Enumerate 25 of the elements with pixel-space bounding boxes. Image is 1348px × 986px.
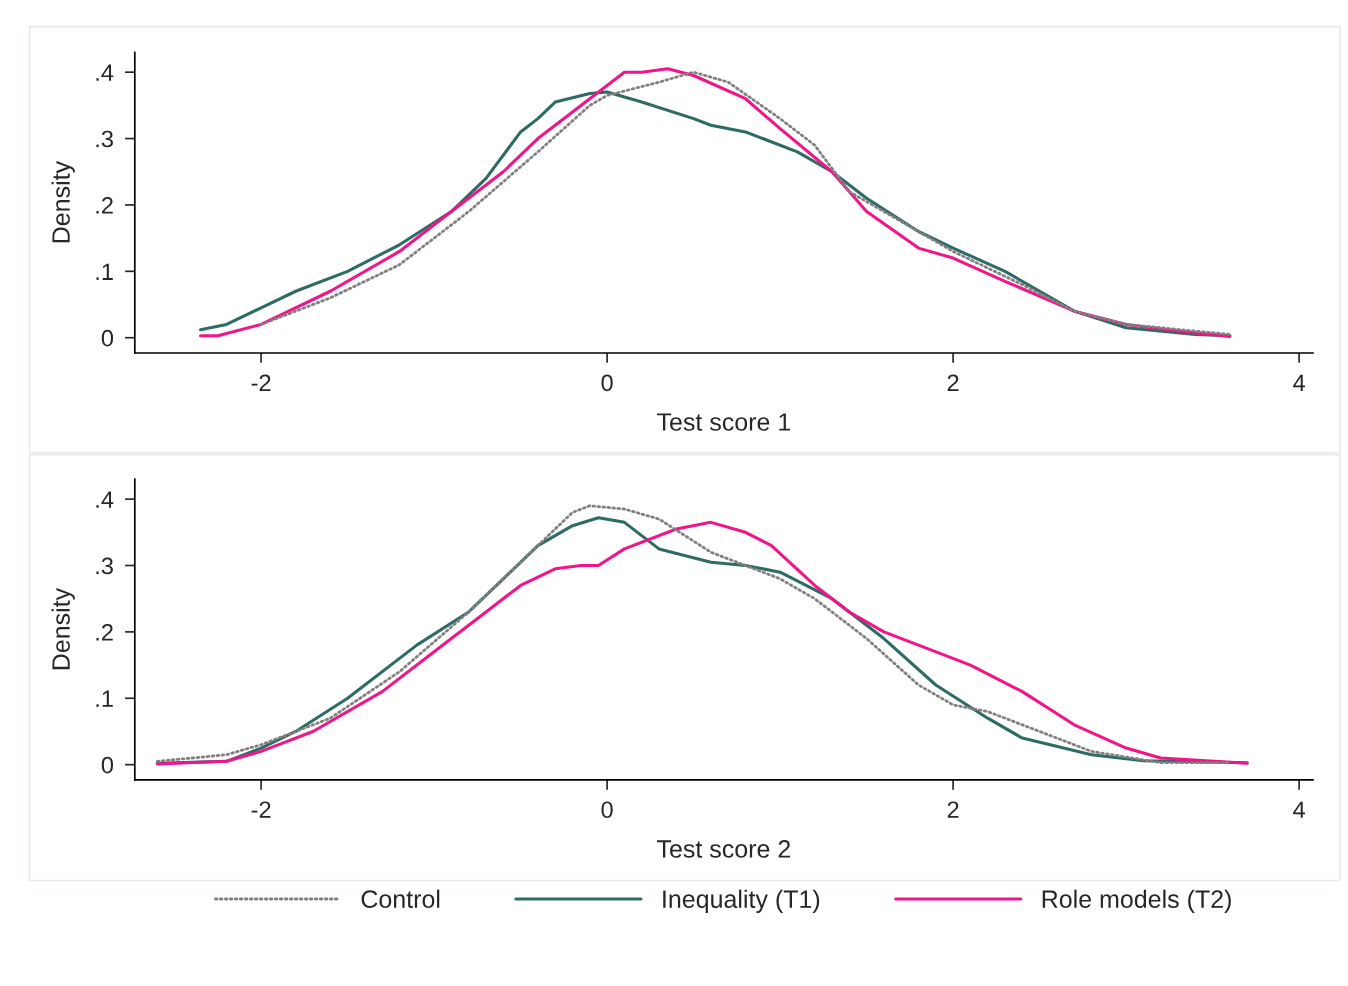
y-axis-title: Density [51, 160, 75, 243]
x-tick-label: 2 [947, 374, 959, 391]
y-tick-label: 0 [101, 756, 114, 774]
x-tick-label: 2 [947, 801, 959, 818]
x-axis-title: Test score 1 [657, 413, 791, 431]
x-tick-label: 4 [1293, 374, 1305, 391]
legend-label: Inequality (T1) [663, 889, 820, 913]
legend-label: Role models (T2) [1042, 889, 1231, 913]
y-tick-label: .4 [96, 64, 114, 81]
y-tick-label: 0 [101, 329, 114, 347]
x-tick-label: 4 [1293, 801, 1305, 818]
y-tick-label: .1 [96, 690, 113, 707]
y-tick-label: .3 [96, 130, 113, 148]
x-tick-label: 0 [601, 374, 613, 392]
y-axis-title: Density [51, 587, 75, 670]
legend-label: Control [361, 889, 440, 908]
x-axis-title: Test score 2 [657, 840, 791, 858]
y-tick-label: .1 [96, 263, 113, 280]
x-tick-label: -2 [251, 374, 271, 391]
x-tick-label: -2 [251, 801, 271, 818]
y-tick-label: .2 [96, 197, 113, 214]
y-tick-label: .4 [96, 491, 114, 508]
x-tick-label: 0 [601, 801, 613, 819]
y-tick-label: .3 [96, 557, 113, 575]
y-tick-label: .2 [96, 623, 113, 641]
